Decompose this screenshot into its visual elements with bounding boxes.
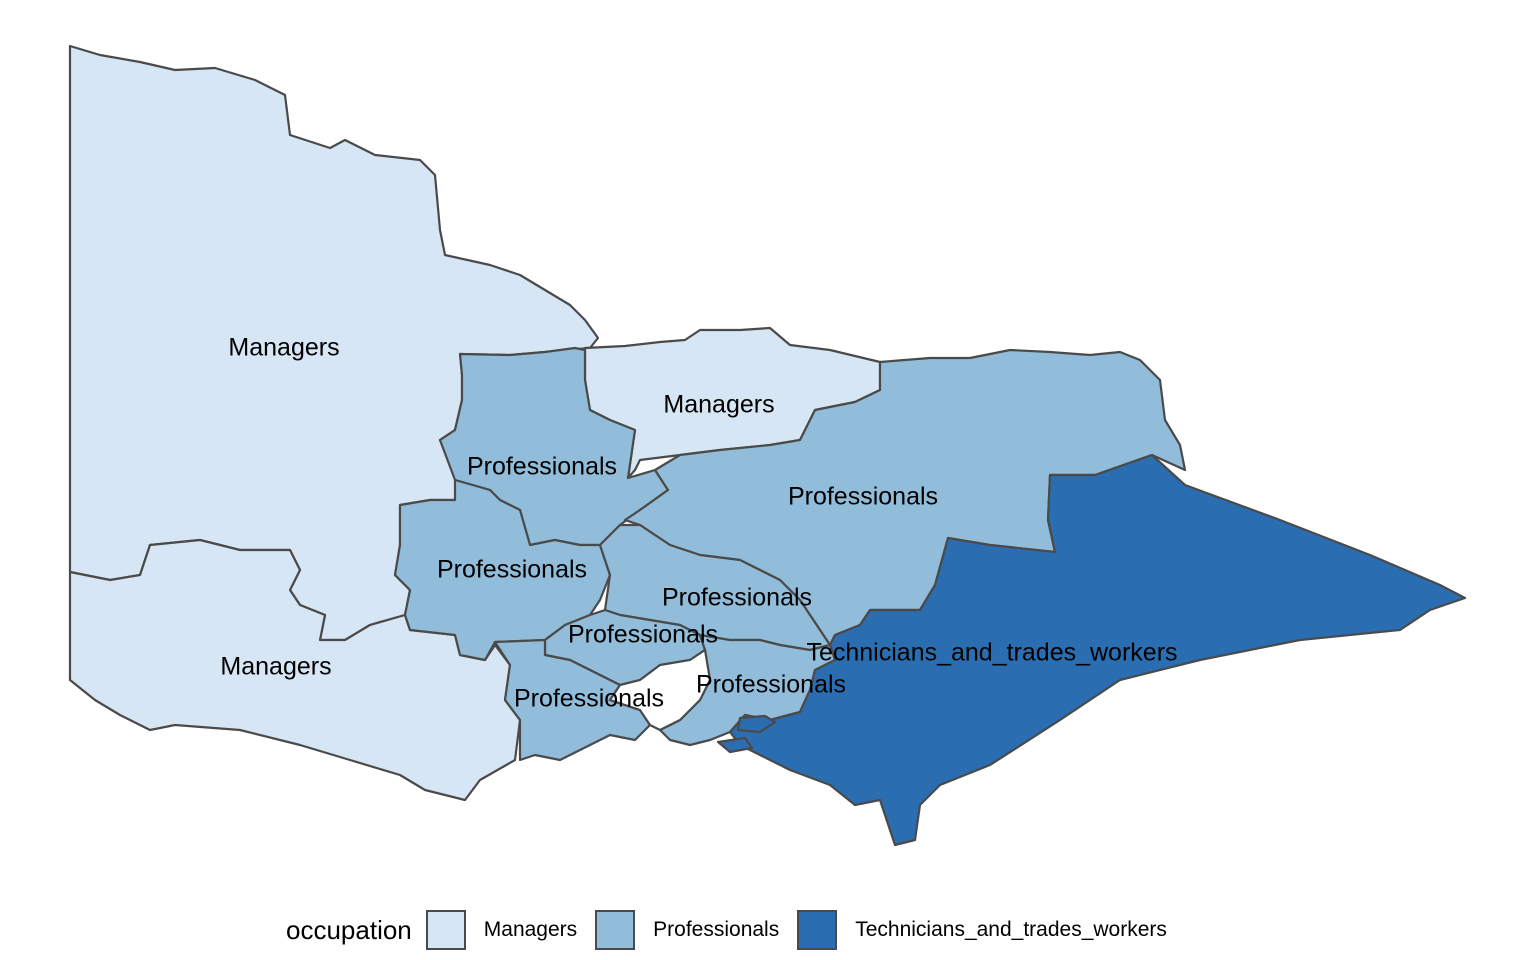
french-island — [716, 736, 754, 754]
label-bendigo: Professionals — [467, 453, 617, 481]
legend-swatch-technicians — [797, 910, 838, 950]
label-geelong: Professionals — [514, 685, 664, 713]
legend-title: occupation — [286, 914, 412, 945]
map-regions — [68, 44, 1467, 847]
label-north-west: Managers — [228, 334, 339, 362]
label-melbourne-south-east: Professionals — [696, 671, 846, 699]
region-labels: Managers Managers Managers Professionals… — [220, 334, 1177, 713]
legend-label-technicians: Technicians_and_trades_workers — [855, 918, 1167, 941]
label-north-central: Managers — [663, 391, 774, 419]
phillip-island — [736, 714, 777, 734]
region-geelong — [493, 638, 652, 762]
legend-label-professionals: Professionals — [653, 918, 780, 941]
legend-item-technicians: Technicians_and_trades_workers — [797, 910, 1167, 950]
label-melbourne-west: Professionals — [568, 621, 718, 649]
region-gippsland — [728, 453, 1467, 847]
legend-swatch-managers — [425, 910, 466, 950]
port-phillip-bay — [608, 648, 712, 732]
legend: occupation Managers Professionals Techni… — [286, 904, 1185, 956]
label-melbourne-north: Professionals — [662, 584, 812, 612]
legend-item-managers: Managers — [425, 910, 578, 950]
label-hume: Professionals — [788, 483, 938, 511]
label-south-west: Managers — [220, 653, 331, 681]
label-gippsland: Technicians_and_trades_workers — [806, 639, 1177, 667]
legend-item-professionals: Professionals — [595, 910, 779, 950]
label-ballarat: Professionals — [437, 556, 587, 584]
legend-label-managers: Managers — [483, 918, 578, 941]
legend-swatch-professionals — [595, 910, 636, 950]
